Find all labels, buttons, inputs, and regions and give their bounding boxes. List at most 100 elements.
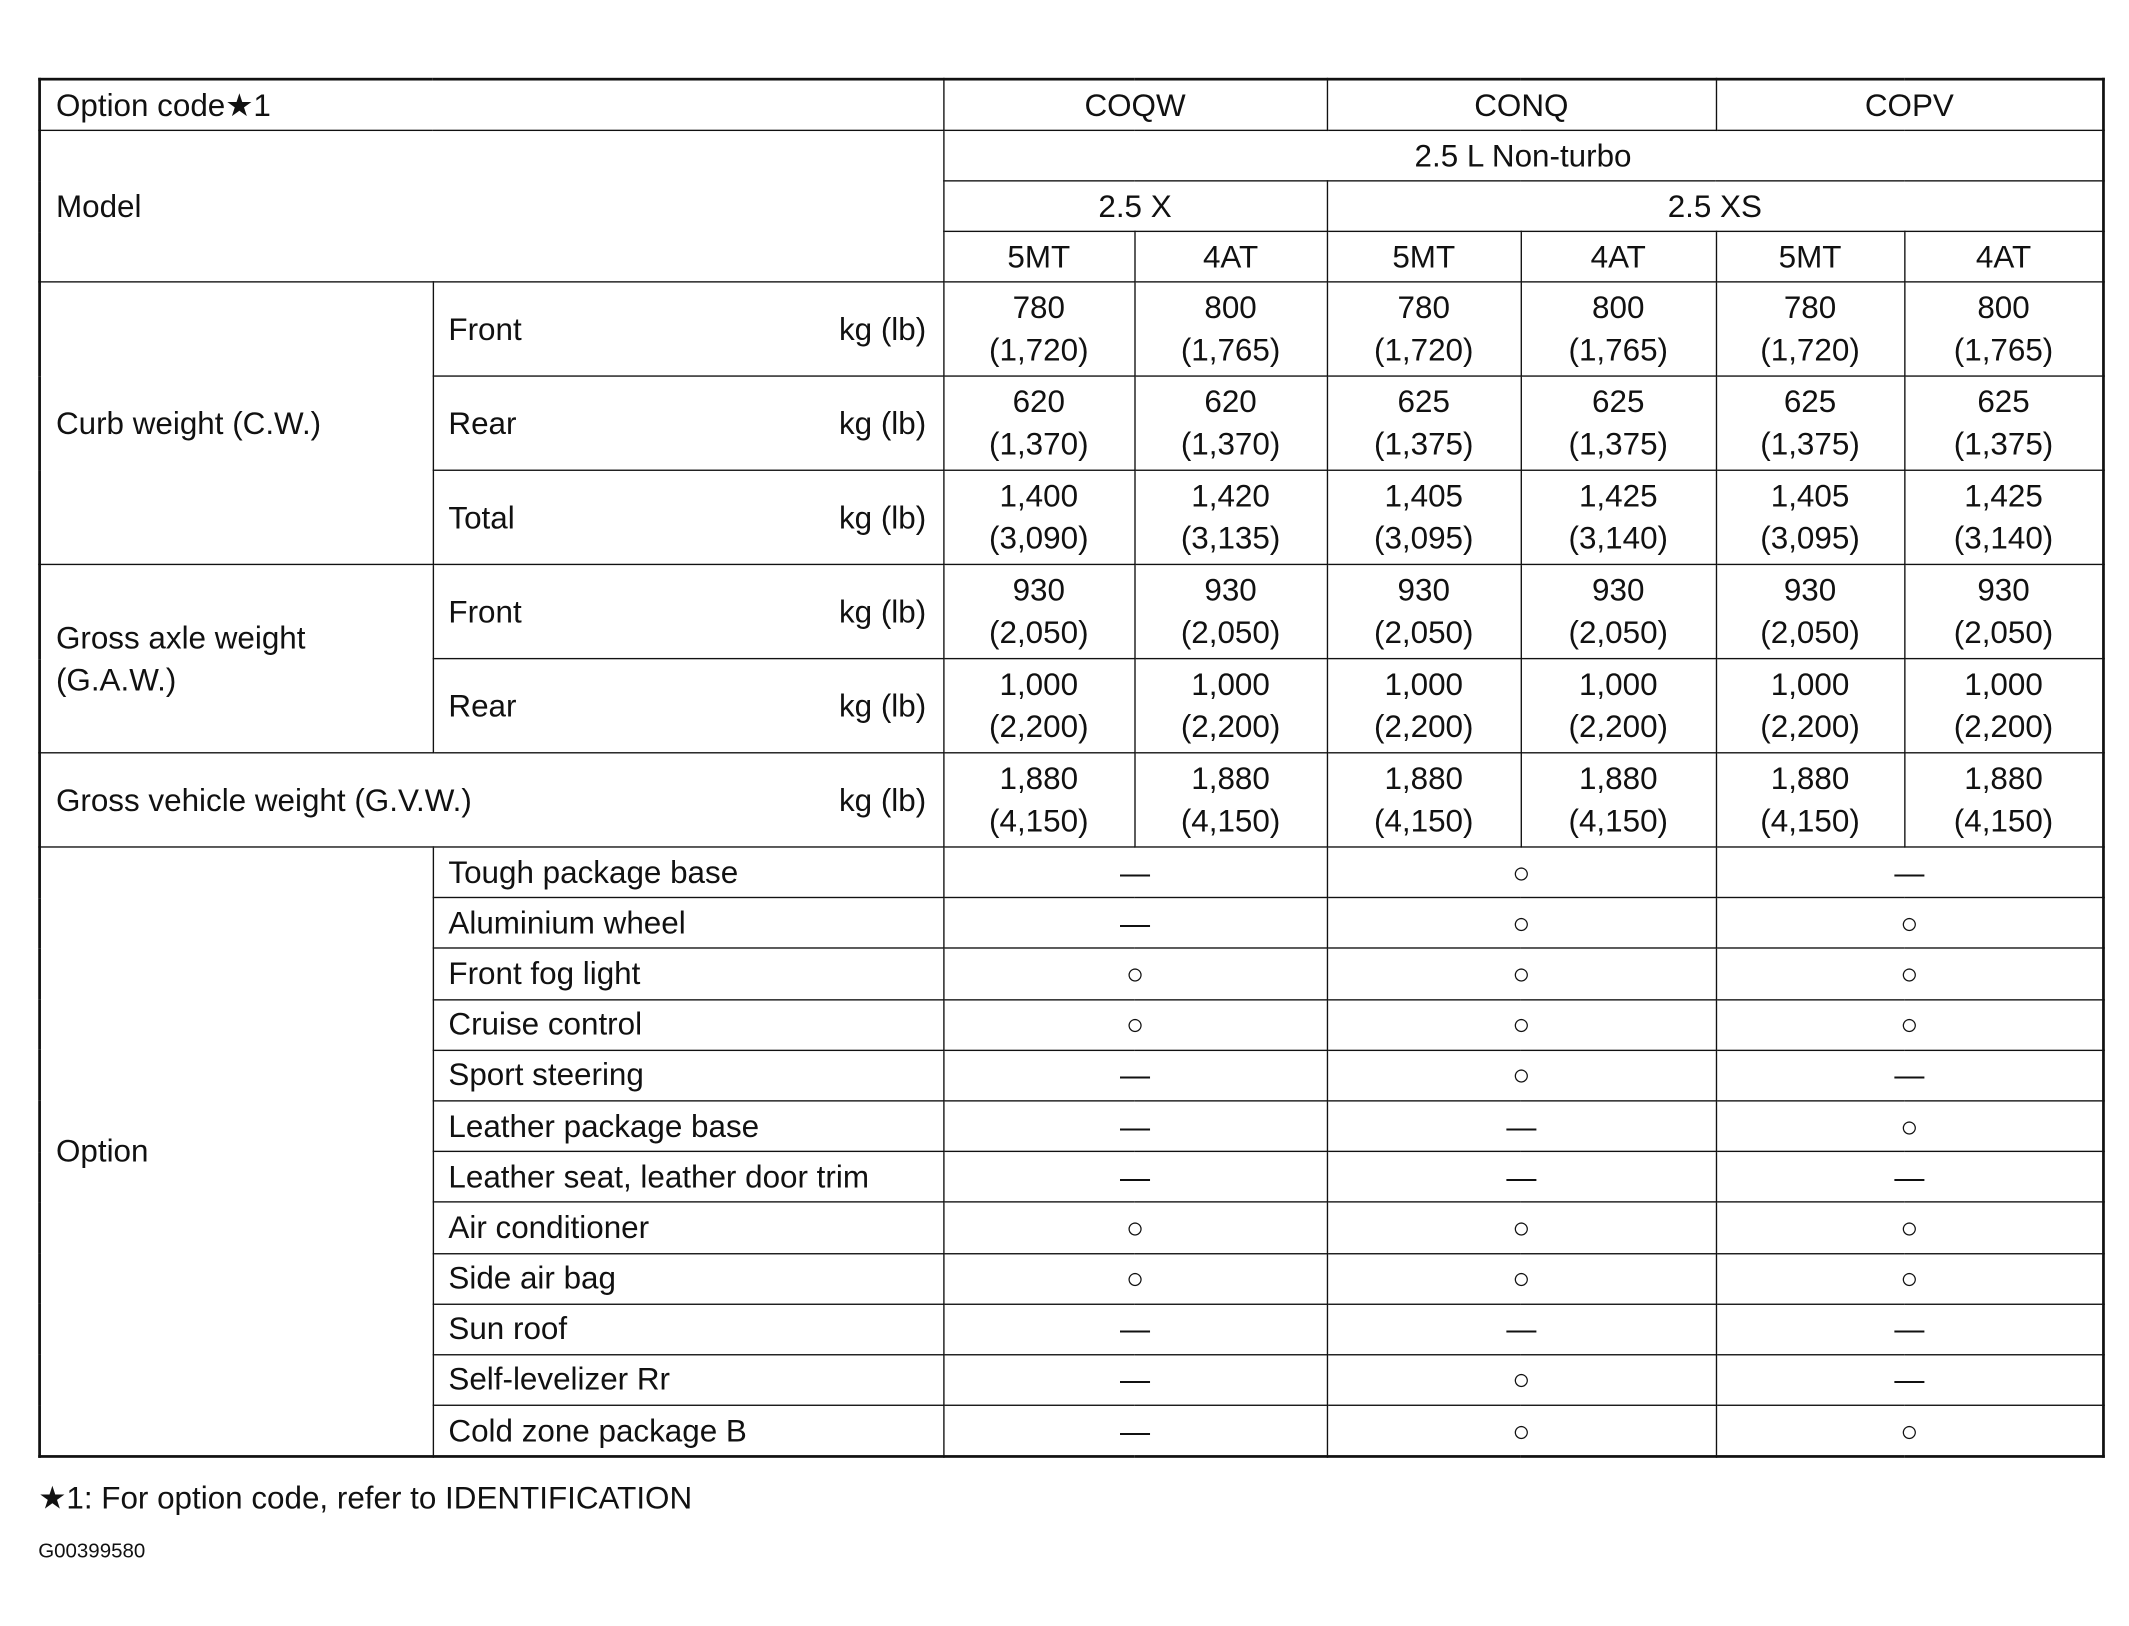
option-availability-mark: — bbox=[942, 1353, 1328, 1407]
weight-value: 625 (1,375) bbox=[1715, 375, 1905, 471]
weight-value: 780 (1,720) bbox=[1715, 281, 1905, 377]
row-label-cell: Rear kg (lb) bbox=[432, 657, 944, 754]
table-row: Total kg (lb) 1,400 (3,090) 1,420 (3,135) 1,… bbox=[40, 469, 2105, 566]
weight-value: 625 (1,375) bbox=[1903, 375, 2105, 471]
weight-value: 625 (1,375) bbox=[1519, 375, 1717, 471]
row-label: Rear bbox=[448, 687, 517, 723]
option-availability-mark: ○ bbox=[1326, 998, 1717, 1051]
option-availability-mark: — bbox=[1326, 1150, 1717, 1203]
weight-value: 620 (1,370) bbox=[1133, 375, 1328, 471]
option-item-label: Leather seat, leather door trim bbox=[432, 1150, 944, 1203]
transmission-label: 5MT bbox=[1715, 230, 1905, 283]
table-row: Sport steering — ○ — bbox=[40, 1049, 2105, 1102]
transmission-label: 5MT bbox=[1326, 230, 1522, 283]
weight-value: 1,880 (4,150) bbox=[1519, 752, 1717, 848]
weight-value: 1,420 (3,135) bbox=[1133, 469, 1328, 566]
weight-value: 1,000 (2,200) bbox=[1903, 657, 2105, 754]
engine-label: 2.5 L Non-turbo bbox=[942, 129, 2105, 182]
option-availability-mark: — bbox=[942, 1404, 1328, 1458]
unit-label: kg (lb) bbox=[838, 687, 927, 723]
transmission-label: 5MT bbox=[942, 230, 1136, 283]
weight-option-table: Option code★1 COQW CONQ COPV Model 2.5 L Non-… bbox=[38, 77, 2105, 1459]
row-label-cell: Gross vehicle weight (G.V.W.) kg (lb) bbox=[38, 752, 944, 848]
row-label: Front bbox=[448, 593, 522, 629]
weight-value: 930 (2,050) bbox=[942, 563, 1136, 660]
table-row: Aluminium wheel — ○ ○ bbox=[40, 897, 2105, 950]
option-availability-mark: ○ bbox=[1715, 897, 2105, 950]
option-availability-mark: — bbox=[1715, 1303, 2105, 1356]
option-availability-mark: — bbox=[1715, 846, 2105, 899]
option-item-label: Self-levelizer Rr bbox=[432, 1353, 944, 1407]
weight-value: 930 (2,050) bbox=[1715, 563, 1905, 660]
option-availability-mark: ○ bbox=[1715, 947, 2105, 1000]
weight-value: 1,880 (4,150) bbox=[942, 752, 1136, 848]
option-availability-mark: — bbox=[942, 1150, 1328, 1203]
unit-label: kg (lb) bbox=[838, 593, 927, 629]
option-availability-mark: ○ bbox=[1715, 1252, 2105, 1305]
option-code-label: Option code★1 bbox=[38, 78, 944, 132]
weight-value: 1,400 (3,090) bbox=[942, 469, 1136, 566]
option-availability-mark: ○ bbox=[1326, 1252, 1717, 1305]
table-row: Air conditioner ○ ○ ○ bbox=[40, 1201, 2105, 1254]
option-code: COPV bbox=[1715, 78, 2105, 132]
table-row: Cruise control ○ ○ ○ bbox=[40, 998, 2105, 1051]
weight-group-label: Curb weight (C.W.) bbox=[38, 281, 434, 566]
row-label: Gross vehicle weight (G.V.W.) bbox=[55, 781, 472, 817]
option-availability-mark: — bbox=[1326, 1100, 1717, 1153]
unit-label: kg (lb) bbox=[838, 781, 927, 817]
transmission-label: 4AT bbox=[1133, 230, 1328, 283]
option-availability-mark: ○ bbox=[1715, 998, 2105, 1051]
weight-value: 780 (1,720) bbox=[1326, 281, 1522, 377]
option-item-label: Cold zone package B bbox=[432, 1404, 944, 1458]
weight-value: 1,425 (3,140) bbox=[1903, 469, 2105, 566]
weight-value: 1,000 (2,200) bbox=[942, 657, 1136, 754]
table-row: Leather seat, leather door trim — — — bbox=[40, 1150, 2105, 1203]
weight-group-label: Gross axle weight (G.A.W.) bbox=[38, 563, 434, 754]
weight-value: 930 (2,050) bbox=[1326, 563, 1522, 660]
weight-value: 1,880 (4,150) bbox=[1903, 752, 2105, 848]
weight-value: 1,880 (4,150) bbox=[1715, 752, 1905, 848]
row-label-cell: Rear kg (lb) bbox=[432, 375, 944, 471]
option-availability-mark: — bbox=[942, 897, 1328, 950]
row-label-cell: Total kg (lb) bbox=[432, 469, 944, 566]
option-availability-mark: ○ bbox=[1326, 1404, 1717, 1458]
table-row: Cold zone package B — ○ ○ bbox=[40, 1404, 2105, 1458]
transmission-label: 4AT bbox=[1903, 230, 2105, 283]
option-availability-mark: ○ bbox=[1326, 1201, 1717, 1254]
transmission-label: 4AT bbox=[1519, 230, 1717, 283]
option-availability-mark: ○ bbox=[942, 1201, 1328, 1254]
table-row: 2.5 X 2.5 XS bbox=[40, 180, 2105, 233]
row-label-cell: Front kg (lb) bbox=[432, 563, 944, 660]
option-availability-mark: ○ bbox=[1326, 1353, 1717, 1407]
weight-value: 1,000 (2,200) bbox=[1326, 657, 1522, 754]
weight-value: 1,880 (4,150) bbox=[1133, 752, 1328, 848]
table-row: Model 2.5 L Non-turbo bbox=[38, 129, 2105, 283]
option-availability-mark: ○ bbox=[1326, 897, 1717, 950]
weight-value: 1,000 (2,200) bbox=[1715, 657, 1905, 754]
weight-value: 780 (1,720) bbox=[942, 281, 1136, 377]
table-row: Side air bag ○ ○ ○ bbox=[40, 1252, 2105, 1305]
table-row: Option Tough package base — ○ — bbox=[38, 846, 2105, 1458]
weight-value: 930 (2,050) bbox=[1519, 563, 1717, 660]
table-row: Sun roof — — — bbox=[40, 1303, 2105, 1356]
model-label: Model bbox=[38, 129, 944, 283]
option-availability-mark: ○ bbox=[1326, 1049, 1717, 1102]
option-availability-mark: — bbox=[1715, 1353, 2105, 1407]
option-availability-mark: ○ bbox=[1326, 846, 1717, 899]
table-row: Gross axle weight (G.A.W.) Front kg (lb) 93… bbox=[38, 563, 2105, 754]
weight-value: 620 (1,370) bbox=[942, 375, 1136, 471]
option-availability-mark: ○ bbox=[1326, 947, 1717, 1000]
table-row: Rear kg (lb) 1,000 (2,200) 1,000 (2,200) 1,0… bbox=[40, 657, 2105, 754]
option-availability-mark: — bbox=[942, 1049, 1328, 1102]
grade-label: 2.5 XS bbox=[1326, 180, 2105, 233]
row-label: Front bbox=[448, 310, 522, 347]
option-availability-mark: ○ bbox=[1715, 1404, 2105, 1458]
option-code: CONQ bbox=[1326, 78, 1717, 132]
table-row: Gross vehicle weight (G.V.W.) kg (lb) 1,88… bbox=[38, 752, 2105, 848]
weight-value: 930 (2,050) bbox=[1133, 563, 1328, 660]
option-code: COQW bbox=[942, 78, 1328, 132]
option-availability-mark: — bbox=[942, 1100, 1328, 1153]
weight-value: 800 (1,765) bbox=[1519, 281, 1717, 377]
unit-label: kg (lb) bbox=[838, 498, 927, 535]
